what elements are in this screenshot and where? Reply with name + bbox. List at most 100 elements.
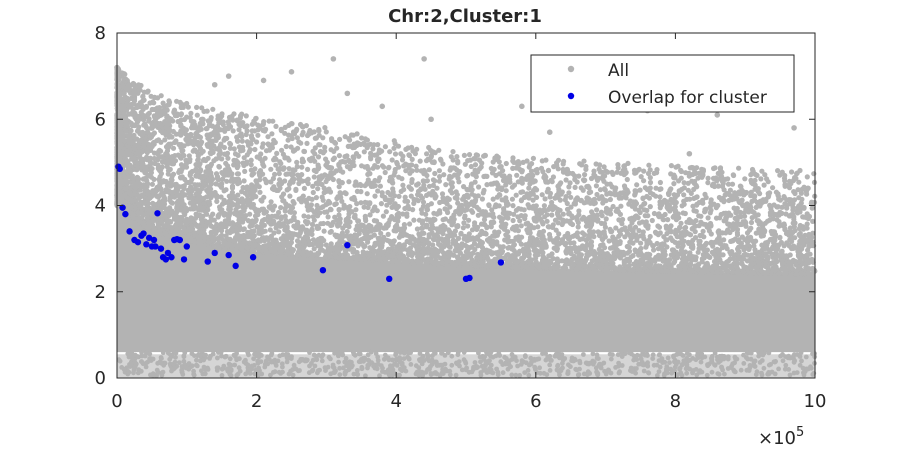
series-all-point	[414, 146, 420, 152]
series-all-point	[748, 252, 755, 258]
series-all-point	[564, 245, 570, 251]
series-all-point	[556, 188, 562, 195]
series-all-point	[639, 219, 646, 225]
series-all-point	[465, 172, 471, 179]
series-all-point	[599, 194, 605, 200]
series-all-point	[505, 178, 512, 185]
series-all-point	[304, 140, 310, 146]
series-all-point	[667, 208, 673, 214]
series-all-point	[607, 196, 614, 203]
series-all-point	[391, 145, 397, 151]
series-all-point	[657, 194, 663, 200]
series-all-point	[274, 150, 280, 156]
series-all-point	[601, 186, 608, 192]
series-all-point	[718, 211, 724, 218]
series-all-point	[491, 263, 497, 269]
series-all-point	[655, 252, 662, 258]
series-all-point	[283, 143, 289, 150]
series-all-point	[285, 137, 291, 143]
series-all-point	[492, 256, 498, 262]
series-all-point	[525, 245, 531, 251]
series-all-point	[811, 171, 817, 177]
series-all-point	[406, 206, 412, 212]
series-all-point	[696, 213, 702, 219]
series-all-point	[432, 195, 438, 201]
series-all-point	[486, 263, 492, 269]
series-all-point	[301, 185, 307, 191]
series-all-point	[655, 223, 661, 229]
series-all-point	[525, 202, 531, 208]
series-all-point	[401, 225, 408, 231]
series-all-point	[597, 187, 604, 193]
series-all-point	[708, 200, 714, 206]
series-all-point	[303, 178, 309, 184]
series-all-point	[419, 236, 425, 242]
series-all-point	[362, 215, 368, 222]
series-all-point	[678, 220, 684, 226]
series-all-point	[612, 241, 618, 247]
series-all-point	[796, 179, 802, 185]
series-all-point	[719, 230, 726, 236]
series-all-point	[472, 220, 478, 226]
series-all-point	[356, 153, 362, 159]
series-all-point	[387, 217, 393, 223]
series-all-point	[423, 224, 429, 230]
series-all-point	[511, 182, 518, 188]
series-all-point	[392, 140, 398, 147]
series-all-point	[757, 191, 763, 197]
series-all-point	[514, 223, 520, 229]
series-all-point	[534, 166, 540, 173]
series-all-point	[464, 253, 470, 259]
series-all-point	[751, 210, 757, 216]
series-all-point	[588, 239, 595, 245]
series-all-point	[763, 264, 769, 270]
series-all-point	[503, 160, 509, 167]
series-all-point	[408, 236, 414, 243]
series-all-point	[396, 210, 402, 216]
series-all-point	[283, 171, 289, 177]
series-all-point	[760, 226, 767, 232]
series-all-point	[776, 212, 782, 218]
series-all-point	[277, 177, 283, 183]
series-all-point	[593, 183, 600, 189]
series-all-point	[429, 222, 435, 228]
series-all-point	[287, 193, 293, 199]
series-all-point	[505, 239, 511, 245]
series-all-point	[572, 244, 578, 250]
series-all-point	[638, 250, 644, 256]
series-all-point	[670, 247, 677, 253]
series-all-point	[555, 263, 561, 269]
series-all-point	[305, 207, 311, 213]
series-all-point	[420, 248, 427, 255]
series-all-point	[402, 198, 408, 204]
series-all-point	[505, 252, 511, 258]
series-all-point	[325, 214, 331, 220]
series-all-point	[805, 247, 811, 253]
series-all-point	[518, 206, 524, 212]
series-all-point	[397, 249, 403, 255]
series-all-point	[579, 230, 586, 236]
series-all-point	[793, 175, 799, 181]
series-all-point	[756, 221, 762, 227]
series-all-point	[570, 170, 576, 177]
series-all-point	[598, 209, 605, 215]
series-all-point	[436, 178, 442, 184]
series-all-point	[607, 181, 613, 187]
series-all-point	[575, 224, 581, 230]
series-all-point	[270, 118, 276, 124]
series-all-point	[653, 263, 659, 269]
series-all-point	[484, 182, 490, 188]
series-all-point	[300, 158, 306, 165]
series-all-point	[306, 195, 312, 201]
series-all-point	[450, 237, 456, 243]
series-all-point	[299, 123, 305, 130]
series-all-point	[602, 245, 608, 251]
series-all-point	[299, 132, 305, 138]
series-all-point	[633, 213, 639, 219]
series-all-point	[242, 168, 248, 174]
series-all-point	[455, 200, 461, 206]
series-all-point	[685, 187, 692, 193]
series-all-point	[400, 182, 406, 188]
series-all-point	[446, 227, 452, 233]
series-all-point	[289, 172, 295, 178]
